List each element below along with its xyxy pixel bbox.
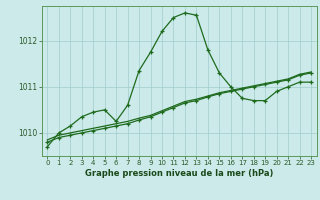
X-axis label: Graphe pression niveau de la mer (hPa): Graphe pression niveau de la mer (hPa)	[85, 169, 273, 178]
